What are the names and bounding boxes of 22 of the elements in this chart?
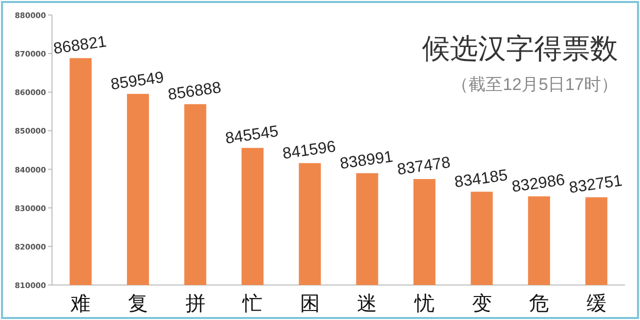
x-tick-label: 复 — [128, 293, 148, 315]
x-tick-label: 危 — [529, 293, 550, 315]
data-label: 832986 — [510, 172, 566, 196]
x-tick-label: 迷 — [357, 293, 378, 315]
text: 候选汉字得票数 — [422, 33, 618, 64]
data-label: 838991 — [338, 148, 394, 173]
x-tick-label: 忧 — [413, 293, 434, 315]
data-label: 845545 — [224, 123, 280, 148]
x-tick-label: 困 — [300, 293, 320, 315]
data-label: 859549 — [110, 69, 166, 94]
text: （截至12月5日17时） — [452, 75, 618, 94]
data-label: 837478 — [396, 154, 452, 179]
data-label: 856888 — [167, 80, 222, 104]
data-label: 832751 — [568, 172, 624, 197]
x-tick-label: 变 — [472, 293, 492, 315]
x-tick-label: 忙 — [242, 293, 263, 315]
data-label: 841596 — [282, 138, 337, 163]
data-label: 834185 — [454, 167, 509, 192]
x-tick-label: 拼 — [185, 293, 206, 315]
x-tick-label: 难 — [70, 293, 91, 315]
data-label: 868821 — [52, 34, 108, 58]
x-tick-label: 缓 — [586, 293, 606, 315]
